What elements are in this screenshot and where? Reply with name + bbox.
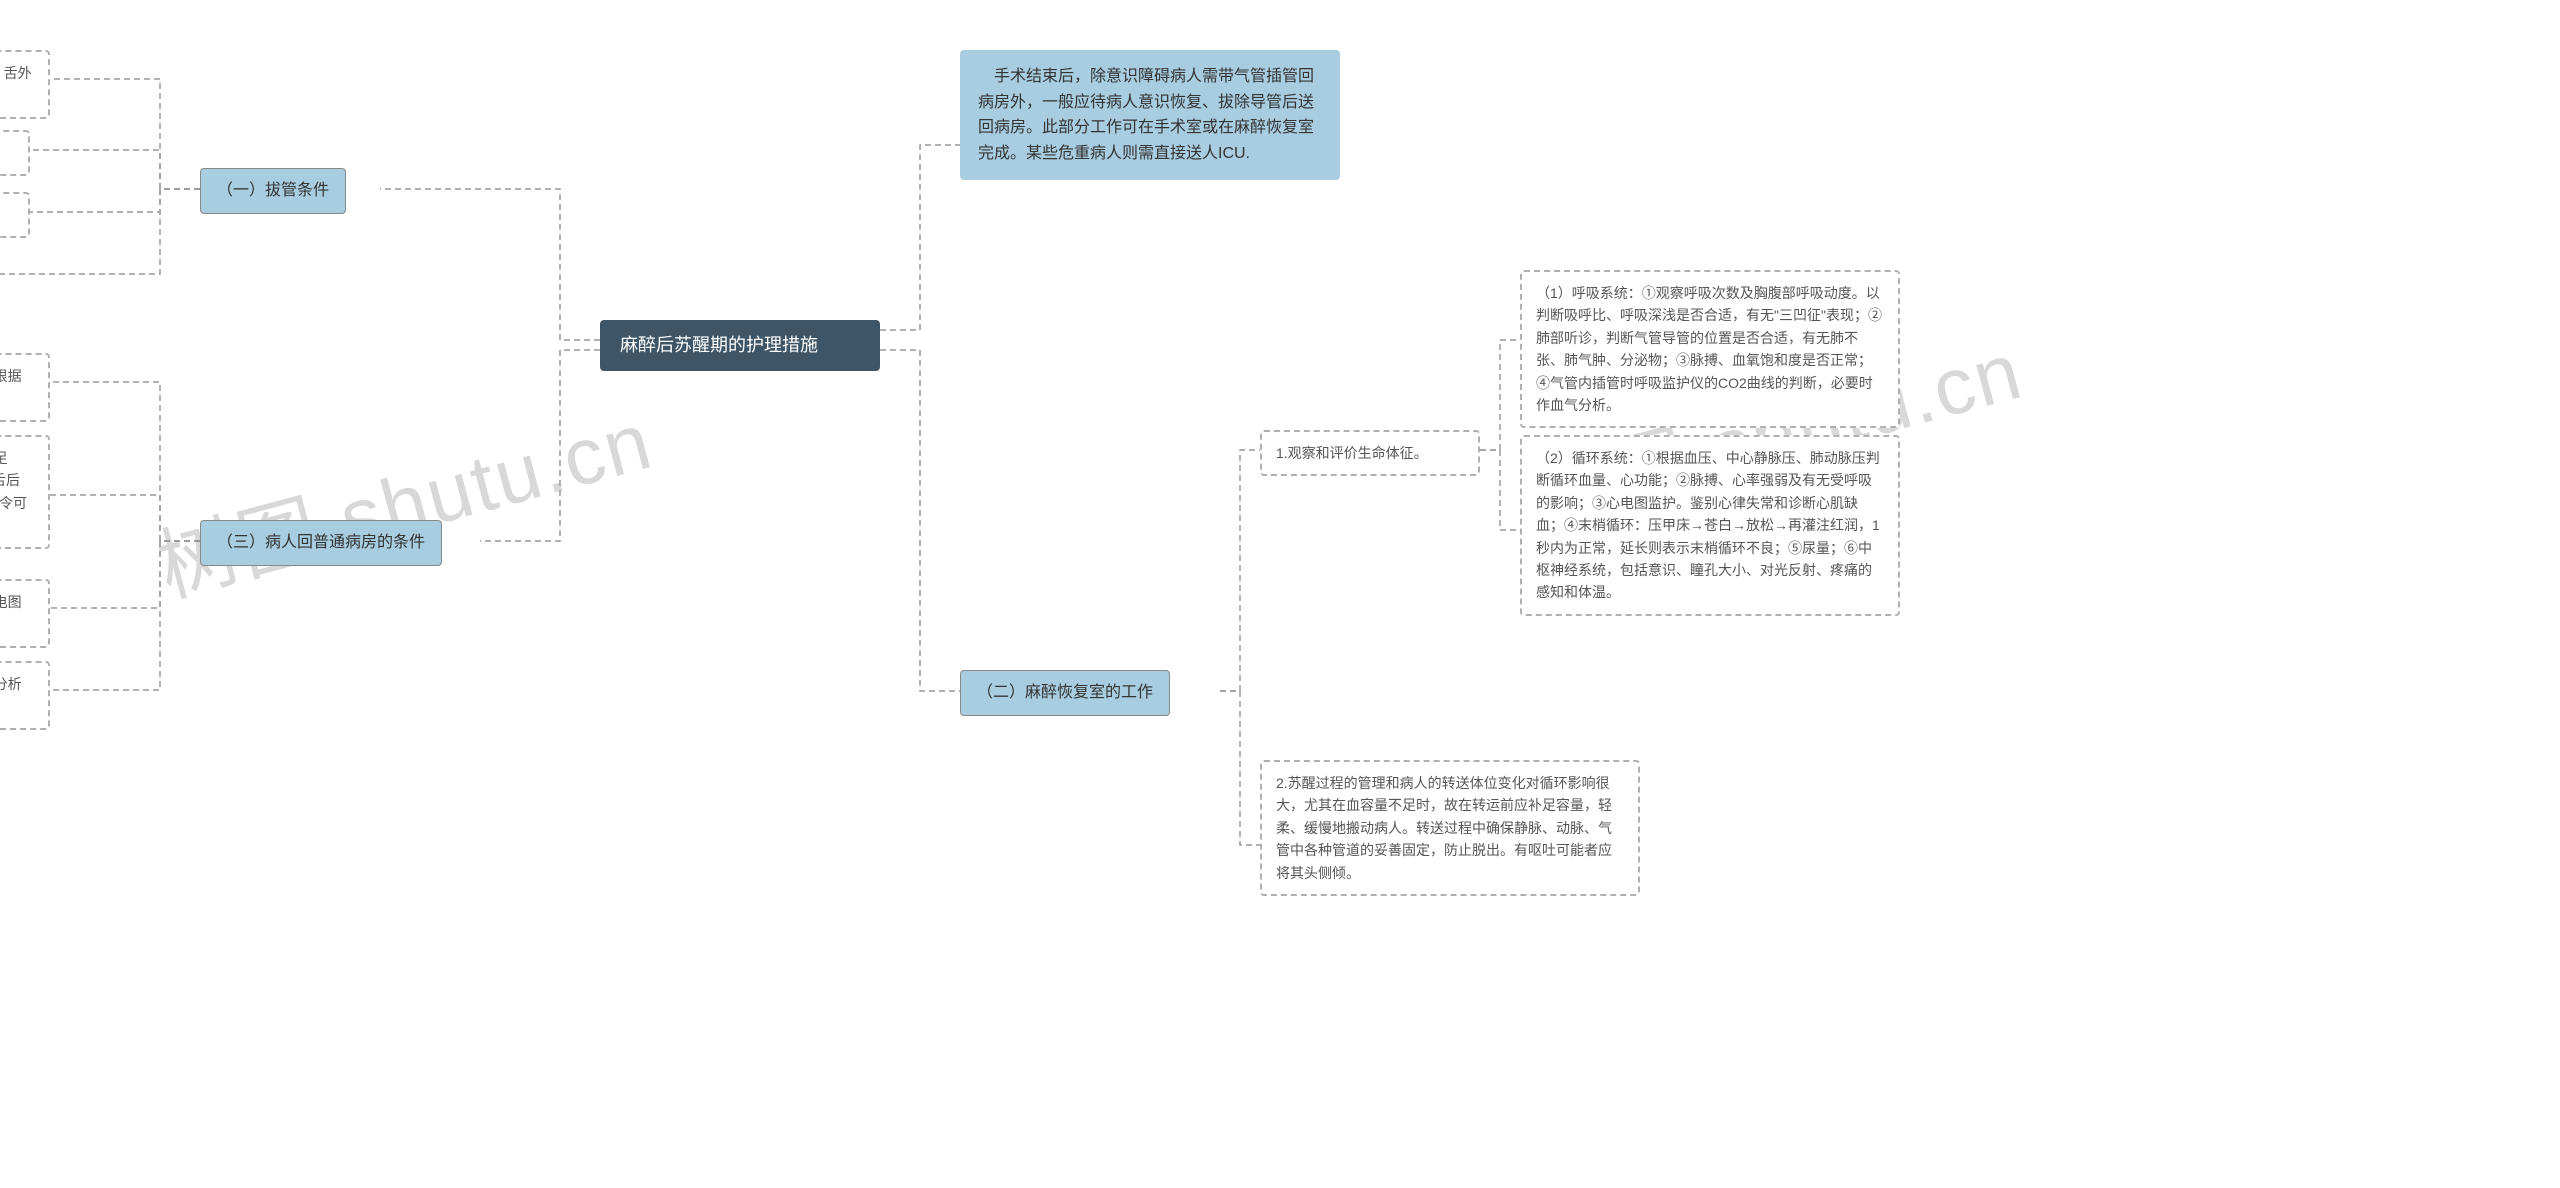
branch3-leaf-4: 4.其他 ①无明显血容量不足的表现；②血气分析结果正常；③体温在正常范围。 [0,661,50,730]
branch1-leaf-1: 1.意识及肌力恢复，根据指令可睁眼、开口、舌外伸、握手等，上肢可抬高10秒以上。 [0,50,50,119]
branch3-leaf-2: 2.呼吸系统 ①已拔除气管内插管；②通气量足够；③呼吸频率正常；④无呼吸道梗阻（… [0,435,50,549]
root-node: 麻醉后苏醒期的护理措施 [600,320,880,371]
branch2-sub1-leaf-1: （1）呼吸系统：①观察呼吸次数及胸腹部呼吸动度。以判断吸呼比、呼吸深浅是否合适，… [1520,270,1900,428]
branch-2: （二）麻醉恢复室的工作 [960,670,1170,716]
branch2-sub1-leaf-2: （2）循环系统：①根据血压、中心静脉压、肺动脉压判断循环血量、心功能；②脉搏、心… [1520,435,1900,616]
branch1-leaf-3: 3.咽喉反射恢复。 [0,192,30,238]
branch-1: （一）拔管条件 [200,168,346,214]
intro-text: 手术结束后，除意识障碍病人需带气管插管回病房外，一般应待病人意识恢复、拔除导管后… [960,50,1340,180]
branch3-leaf-3: 3.循环系统 ①血压、心率正常、稳定；②心电图示无心肌缺血、心律失常表现。 [0,579,50,648]
branch1-leaf-2: 2.自主呼吸恢复良好，无呼吸困难的表现。 [0,130,30,176]
branch3-leaf-1: 1.神经系统 ①意识恢复；②肌力恢复；③可根据指令睁眼、开口、握手。 [0,353,50,422]
watermark-left: 树图 shutu.cn [144,376,663,619]
branch2-sub1: 1.观察和评价生命体征。 [1260,430,1480,476]
branch2-sub2: 2.苏醒过程的管理和病人的转送体位变化对循环影响很大，尤其在血容量不足时，故在转… [1260,760,1640,896]
branch-3: （三）病人回普通病房的条件 [200,520,442,566]
